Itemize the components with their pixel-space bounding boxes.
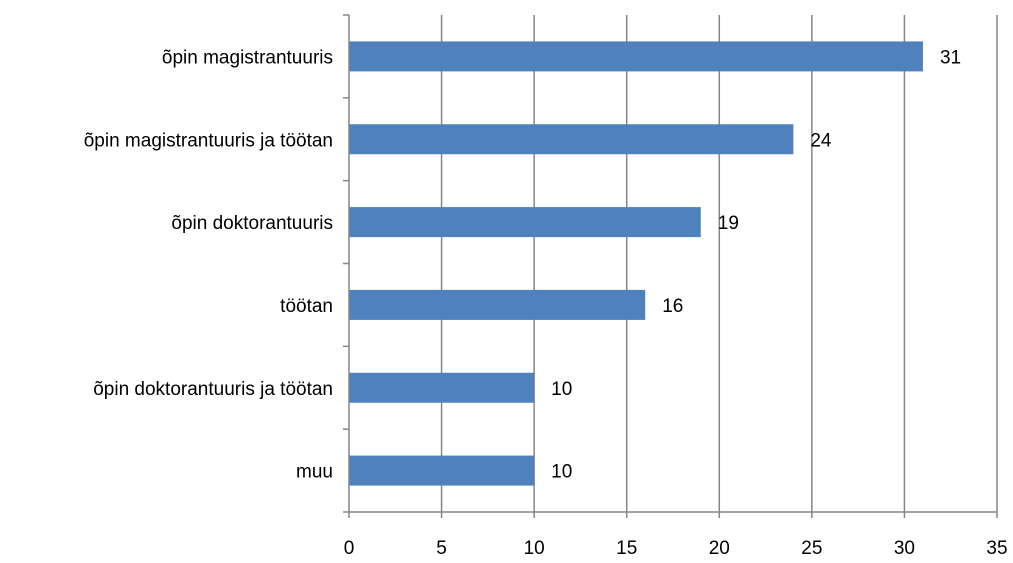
axes	[343, 14, 997, 518]
data-label: 19	[718, 213, 739, 234]
x-tick-label: 30	[894, 538, 915, 559]
data-label: 16	[662, 296, 683, 317]
bar-2	[349, 207, 701, 238]
category-label: õpin magistrantuuris	[162, 47, 333, 68]
x-tick-label: 5	[436, 538, 447, 559]
data-label: 31	[940, 47, 961, 68]
x-tick-label: 35	[986, 538, 1007, 559]
category-label: õpin doktorantuuris	[171, 213, 333, 234]
data-label: 24	[810, 130, 832, 151]
bar-0	[349, 41, 923, 72]
x-tick-label: 15	[616, 538, 637, 559]
bar-1	[349, 124, 794, 155]
labels: 0 5 10 15 20 25 30 35 õpin magistrantuuris 31 õpin…	[84, 47, 1008, 559]
bar-5	[349, 455, 535, 486]
category-label: töötan	[280, 296, 333, 317]
data-label: 10	[551, 379, 572, 400]
x-tick-label: 10	[524, 538, 545, 559]
x-tick-label: 0	[344, 538, 355, 559]
data-label: 10	[551, 462, 572, 483]
x-tick-label: 20	[709, 538, 730, 559]
x-tick-label: 25	[801, 538, 822, 559]
category-label: õpin magistrantuuris ja töötan	[84, 130, 333, 151]
bar-3	[349, 289, 646, 320]
category-label: õpin doktorantuuris ja töötan	[93, 379, 333, 400]
bar-4	[349, 372, 535, 403]
category-label: muu	[296, 462, 333, 483]
bars	[349, 41, 923, 486]
gridlines	[440, 15, 998, 518]
